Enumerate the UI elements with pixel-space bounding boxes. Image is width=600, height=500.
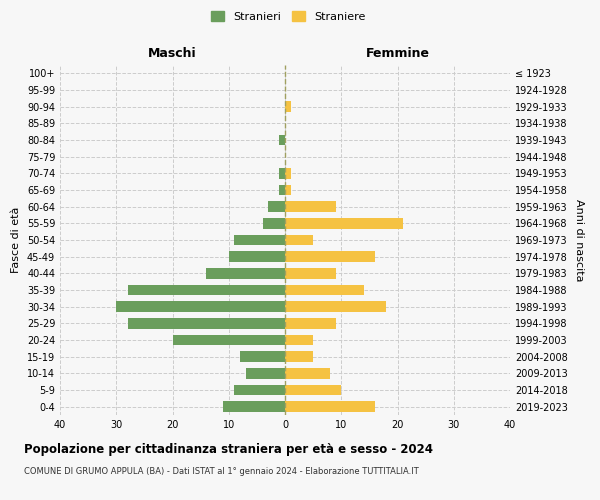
Y-axis label: Fasce di età: Fasce di età <box>11 207 21 273</box>
Bar <box>223 401 285 412</box>
Text: Popolazione per cittadinanza straniera per età e sesso - 2024: Popolazione per cittadinanza straniera p… <box>24 442 433 456</box>
Bar <box>285 334 313 345</box>
Legend: Stranieri, Straniere: Stranieri, Straniere <box>207 8 369 25</box>
Y-axis label: Anni di nascita: Anni di nascita <box>574 198 584 281</box>
Bar <box>280 184 285 196</box>
Bar <box>285 268 335 278</box>
Bar <box>285 168 290 178</box>
Bar <box>268 201 285 212</box>
Bar <box>285 384 341 396</box>
Bar <box>285 301 386 312</box>
Bar <box>285 368 330 379</box>
Bar <box>280 134 285 145</box>
Bar <box>285 234 313 246</box>
Bar <box>285 351 313 362</box>
Bar <box>285 201 335 212</box>
Bar <box>285 101 290 112</box>
Bar <box>285 401 375 412</box>
Bar <box>116 301 285 312</box>
Bar <box>285 251 375 262</box>
Bar <box>235 384 285 396</box>
Bar <box>280 168 285 178</box>
Bar <box>235 234 285 246</box>
Bar <box>245 368 285 379</box>
Bar <box>285 318 335 328</box>
Bar <box>285 218 403 228</box>
Bar <box>285 184 290 196</box>
Text: COMUNE DI GRUMO APPULA (BA) - Dati ISTAT al 1° gennaio 2024 - Elaborazione TUTTI: COMUNE DI GRUMO APPULA (BA) - Dati ISTAT… <box>24 468 419 476</box>
Bar <box>206 268 285 278</box>
Bar <box>263 218 285 228</box>
Bar <box>128 318 285 328</box>
Bar <box>173 334 285 345</box>
Bar <box>229 251 285 262</box>
Bar <box>128 284 285 296</box>
Bar <box>240 351 285 362</box>
Bar <box>285 284 364 296</box>
